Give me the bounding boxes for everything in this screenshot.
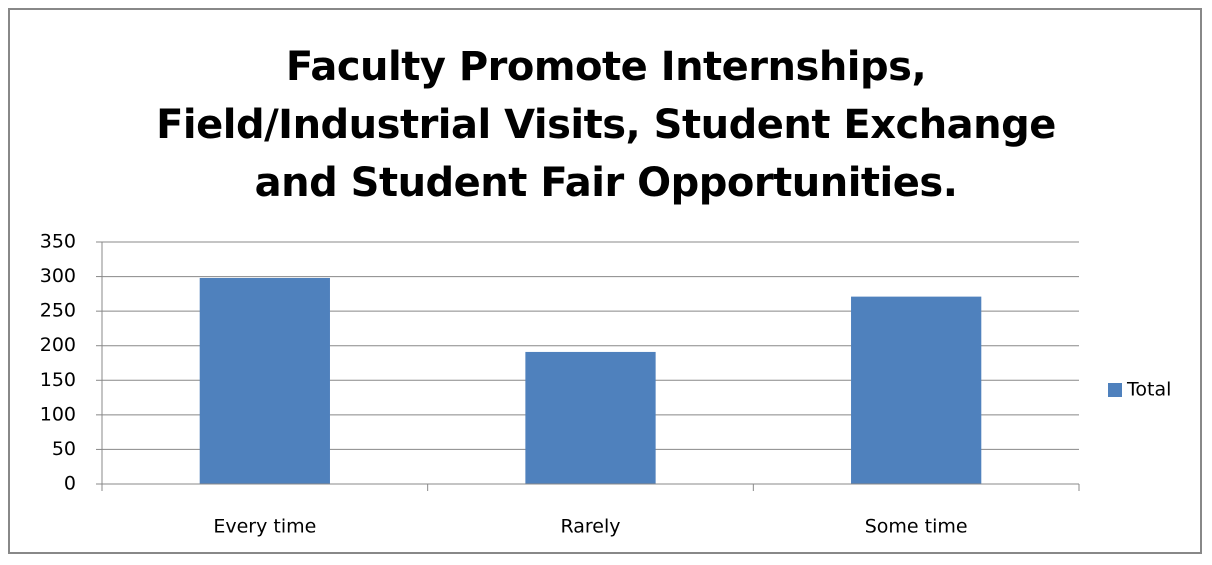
y-tick-label: 100 <box>40 403 76 425</box>
chart-frame <box>8 8 1202 554</box>
legend-swatch <box>1108 383 1122 397</box>
y-tick-label: 350 <box>40 231 76 253</box>
y-tick-label: 50 <box>52 438 76 460</box>
x-tick-label: Some time <box>865 516 968 538</box>
x-tick-label: Every time <box>213 516 316 538</box>
bar <box>525 351 656 484</box>
y-tick-label: 200 <box>40 334 76 356</box>
y-tick-label: 250 <box>40 300 76 322</box>
y-tick-label: 0 <box>64 473 76 495</box>
bar <box>851 296 982 484</box>
x-tick-label: Rarely <box>560 516 620 538</box>
legend-label: Total <box>1126 379 1171 401</box>
y-tick-label: 300 <box>40 265 76 287</box>
y-tick-label: 150 <box>40 369 76 391</box>
chart-title: Faculty Promote Internships, Field/Indus… <box>156 44 1056 206</box>
bar <box>199 277 330 484</box>
